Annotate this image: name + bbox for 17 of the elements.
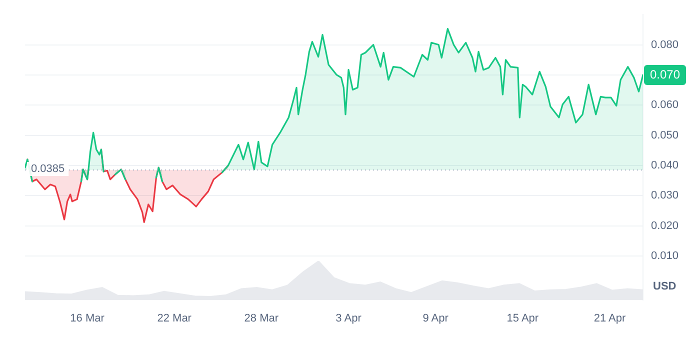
ref-line-label: 0.0385 — [31, 163, 65, 176]
x-tick-label: 28 Mar — [244, 312, 279, 324]
x-tick-label: 15 Apr — [506, 312, 539, 324]
y-tick-label: 0.020 — [651, 220, 679, 232]
y-axis-title: USD — [653, 280, 676, 292]
x-tick-label: 3 Apr — [336, 312, 362, 324]
x-tick-label: 16 Mar — [70, 312, 105, 324]
y-tick-label: 0.060 — [651, 99, 679, 112]
y-tick-label: 0.030 — [651, 190, 679, 202]
x-tick-label: 21 Apr — [594, 312, 626, 324]
x-tick-label: 22 Mar — [157, 312, 192, 324]
y-tick-label: 0.080 — [651, 38, 679, 51]
x-tick-label: 9 Apr — [422, 312, 449, 324]
annotation: 0.070 — [650, 67, 680, 82]
y-tick-label: 0.010 — [651, 250, 679, 262]
y-tick-label: 0.040 — [651, 160, 679, 172]
y-tick-label: 0.050 — [651, 129, 679, 142]
